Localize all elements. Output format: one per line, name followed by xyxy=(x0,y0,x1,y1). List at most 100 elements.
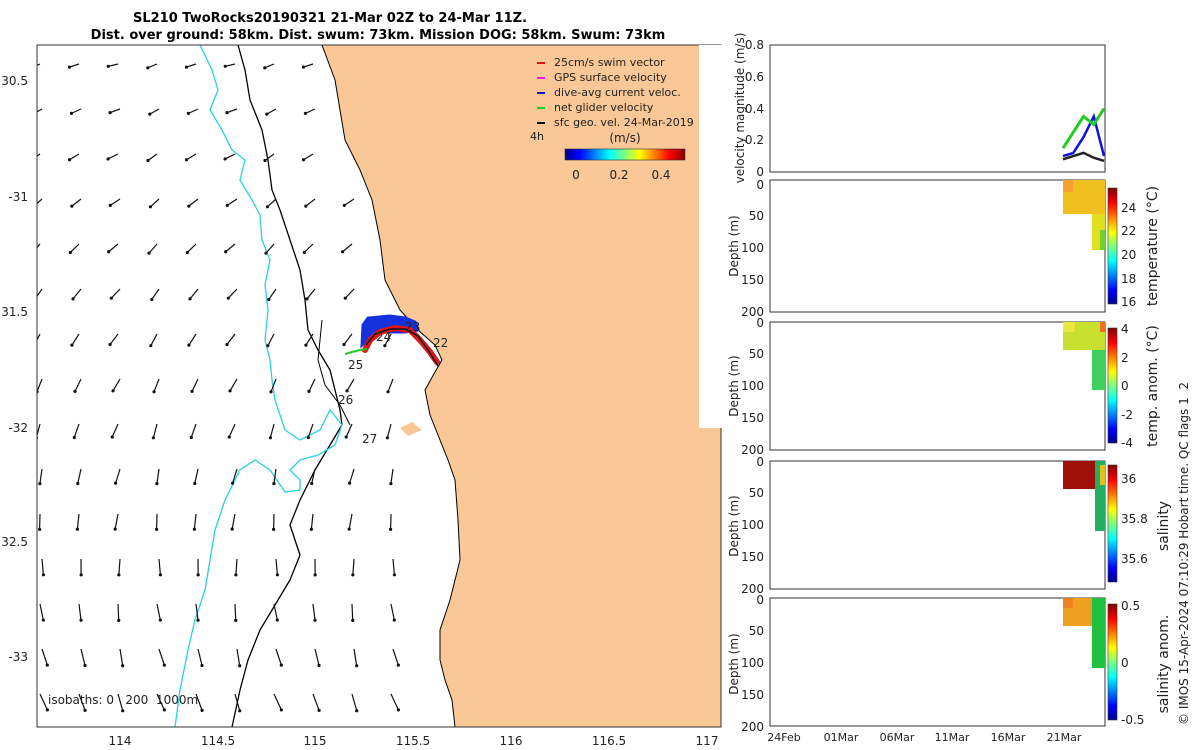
depth-tick: 0 xyxy=(756,455,764,469)
velocity-arrow-head xyxy=(32,344,35,347)
cbar-tick: -0.5 xyxy=(1121,713,1144,727)
velocity-arrow xyxy=(234,603,237,621)
velocity-arrow-head xyxy=(158,573,163,577)
velocity-arrow-head xyxy=(223,64,227,68)
depth-tick: 200 xyxy=(741,443,764,457)
cbar-tick: 0 xyxy=(1121,656,1129,670)
velocity-arrow-head xyxy=(107,250,111,254)
velocity-arrow-head xyxy=(347,527,351,531)
velocity-arrow-head xyxy=(79,573,83,577)
velocity-arrow xyxy=(39,603,44,621)
velocity-arrow xyxy=(71,333,80,346)
legend-item-gps: GPS surface velocity xyxy=(537,71,667,84)
velocity-arrow-head xyxy=(38,482,42,486)
velocity-arrow xyxy=(234,693,241,711)
velocity-arrow-head xyxy=(396,663,400,667)
isobath-200m xyxy=(231,45,343,727)
velocity-arrow-head xyxy=(71,297,75,301)
velocity-arrow-head xyxy=(151,436,155,440)
depth-tick: 150 xyxy=(741,550,764,564)
velocity-arrow xyxy=(384,333,392,346)
velocity-arrow xyxy=(71,108,82,114)
cbar-tick: 36 xyxy=(1121,472,1136,486)
velocity-arrow xyxy=(305,108,316,114)
velocity-arrow xyxy=(226,333,236,345)
velocity-arrow xyxy=(231,513,236,530)
velocity-arrow-head xyxy=(121,664,125,668)
velocity-arrow-head xyxy=(68,250,72,255)
velocity-arrow-head xyxy=(162,708,166,712)
velocity-arrow-head xyxy=(29,159,32,162)
velocity-arrow xyxy=(224,153,236,160)
velocity-arrow xyxy=(305,333,314,346)
velocity-arrow xyxy=(303,63,314,68)
velocity-arrow-head xyxy=(193,481,197,486)
velocity-arrow-head xyxy=(269,390,273,394)
depth-tick: 100 xyxy=(741,379,764,393)
velocity-arrow-head xyxy=(275,573,280,577)
velocity-arrow-head xyxy=(117,618,121,622)
velocity-arrow-head xyxy=(108,203,112,207)
velocity-arrow-head xyxy=(385,436,389,440)
velocity-arrow-head xyxy=(32,205,35,208)
velocity-arrow-head xyxy=(343,296,347,300)
velocity-arrow xyxy=(114,513,119,530)
velocity-arrow xyxy=(41,648,48,666)
velocity-arrow-head xyxy=(41,618,45,622)
velocity-arrow xyxy=(343,333,353,345)
depth-tick: 100 xyxy=(741,656,764,670)
velocity-arrow-head xyxy=(389,482,393,486)
legend-item-dive-avg: dive-avg current veloc. xyxy=(537,86,681,99)
velocity-arrow-head xyxy=(192,527,196,531)
velocity-arrow-head xyxy=(396,708,400,712)
lat-tick: -33 xyxy=(8,650,28,664)
velocity-arrow xyxy=(351,693,358,711)
lon-tick: 117 xyxy=(696,734,719,748)
lon-tick: 116 xyxy=(500,734,523,748)
depth-tick: 50 xyxy=(749,209,764,223)
day-label-26: 26 xyxy=(338,393,353,407)
velocity-arrow xyxy=(349,468,355,484)
velocity-arrow-head xyxy=(113,527,117,531)
colorbar-tick: 0.2 xyxy=(609,168,628,182)
lat-tick: -31 xyxy=(8,190,28,204)
velocity-arrow-head xyxy=(226,296,230,300)
velocity-arrow-head xyxy=(275,618,279,622)
velocity-arrow xyxy=(39,468,43,484)
velocity-arrow xyxy=(111,423,119,438)
lon-axis: 114 114.5 115 115.5 116 116.5 117 xyxy=(109,734,719,748)
velocity-arrow-head xyxy=(309,527,313,531)
velocity-arrow xyxy=(37,288,43,298)
cbar-tick: 22 xyxy=(1121,224,1136,238)
velocity-arrow xyxy=(37,198,43,205)
velocity-arrow xyxy=(312,693,320,711)
chart-title-line1: SL210 TwoRocks20190321 21-Mar 02Z to 24-… xyxy=(133,11,527,26)
velocity-arrow-head xyxy=(234,573,238,577)
velocity-arrow-head xyxy=(149,344,153,348)
colorbar-ticks: 24 22 20 18 16 4 2 0 -2 -4 36 35.8 35.6 … xyxy=(1121,201,1148,727)
velocity-arrow xyxy=(69,243,80,253)
velocity-arrow-head xyxy=(355,664,359,668)
velocity-arrow-head xyxy=(187,204,191,208)
velocity-arrow-head xyxy=(231,481,235,485)
velocity-arrow xyxy=(387,378,394,393)
velocity-arrow xyxy=(191,378,199,392)
velocity-series-line xyxy=(1061,107,1106,150)
velocity-arrow xyxy=(148,243,158,254)
velocity-arrow xyxy=(235,558,238,575)
velocity-arrow-head xyxy=(196,573,200,577)
cbar-tick: 2 xyxy=(1121,351,1129,365)
velocity-arrow xyxy=(117,693,124,711)
lon-tick: 115 xyxy=(304,734,327,748)
velocity-arrow-head xyxy=(45,708,49,712)
velocity-arrow xyxy=(37,378,43,393)
map-legend: 25cm/s swim vector GPS surface velocity … xyxy=(530,56,694,182)
velocity-arrow xyxy=(342,243,353,253)
velocity-arrow xyxy=(186,153,197,161)
velocity-arrow-head xyxy=(388,527,393,531)
depth-tick: 200 xyxy=(741,582,764,596)
velocity-arrow-head xyxy=(317,708,321,712)
velocity-arrow-head xyxy=(69,111,74,115)
velocity-arrow-head xyxy=(228,389,232,393)
velocity-arrow-head xyxy=(31,113,34,116)
